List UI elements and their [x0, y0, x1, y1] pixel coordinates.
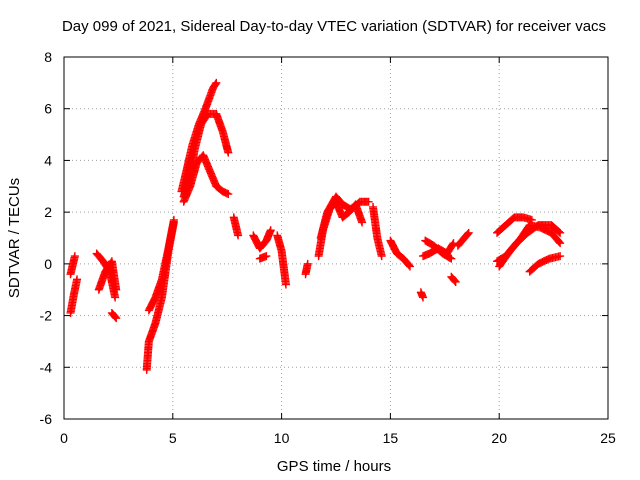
data-point [70, 252, 79, 261]
y-tick-label: 6 [44, 101, 52, 117]
y-tick-label: 4 [44, 152, 52, 168]
data-point [556, 252, 565, 261]
data-point [262, 252, 271, 261]
data-point [447, 254, 456, 263]
data-point [419, 293, 428, 302]
data-point [266, 226, 275, 235]
data-point [112, 314, 121, 323]
data-point [446, 253, 455, 262]
data-point [463, 229, 472, 238]
chart-title: Day 099 of 2021, Sidereal Day-to-day VTE… [62, 18, 606, 35]
data-point [405, 262, 414, 271]
data-point [111, 293, 120, 302]
data-points [66, 78, 565, 374]
x-axis-label: GPS time / hours [277, 458, 391, 475]
data-point [224, 190, 233, 199]
x-tick-label: 20 [491, 430, 507, 446]
data-point [358, 218, 367, 227]
data-point [112, 285, 121, 294]
y-tick-label: -2 [40, 308, 53, 324]
x-tick-label: 15 [383, 430, 399, 446]
data-point [73, 275, 82, 284]
x-tick-label: 25 [600, 430, 616, 446]
y-tick-label: 0 [44, 256, 52, 272]
data-point [556, 228, 565, 237]
y-tick-labels: -6 -4 -2 0 2 4 6 8 [40, 49, 53, 427]
data-point [451, 277, 460, 286]
data-point [212, 78, 221, 87]
data-point [234, 231, 243, 240]
data-point [224, 148, 233, 157]
data-point [405, 261, 414, 270]
y-tick-label: 8 [44, 49, 52, 65]
y-axis-label: SDTVAR / TECUs [6, 178, 23, 298]
y-tick-label: -4 [40, 359, 53, 375]
x-tick-label: 0 [60, 430, 68, 446]
y-tick-label: 2 [44, 204, 52, 220]
data-point [377, 252, 386, 261]
data-point [111, 313, 120, 322]
x-tick-label: 5 [169, 430, 177, 446]
data-point [211, 80, 220, 89]
data-point [464, 228, 473, 237]
data-point [281, 280, 290, 289]
plot-frame [63, 56, 609, 420]
data-point [556, 239, 565, 248]
data-point [364, 197, 373, 206]
x-tick-label: 10 [274, 430, 290, 446]
axis-ticks [63, 56, 609, 420]
data-point [169, 215, 178, 224]
data-point [555, 238, 564, 247]
data-point [450, 276, 459, 285]
data-point [303, 259, 312, 268]
x-tick-labels: 0 5 10 15 20 25 [60, 430, 616, 446]
y-tick-label: -6 [40, 411, 53, 427]
data-point [555, 227, 564, 236]
